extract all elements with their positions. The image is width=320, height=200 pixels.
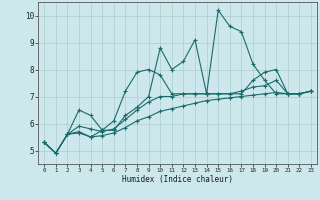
X-axis label: Humidex (Indice chaleur): Humidex (Indice chaleur) (122, 175, 233, 184)
